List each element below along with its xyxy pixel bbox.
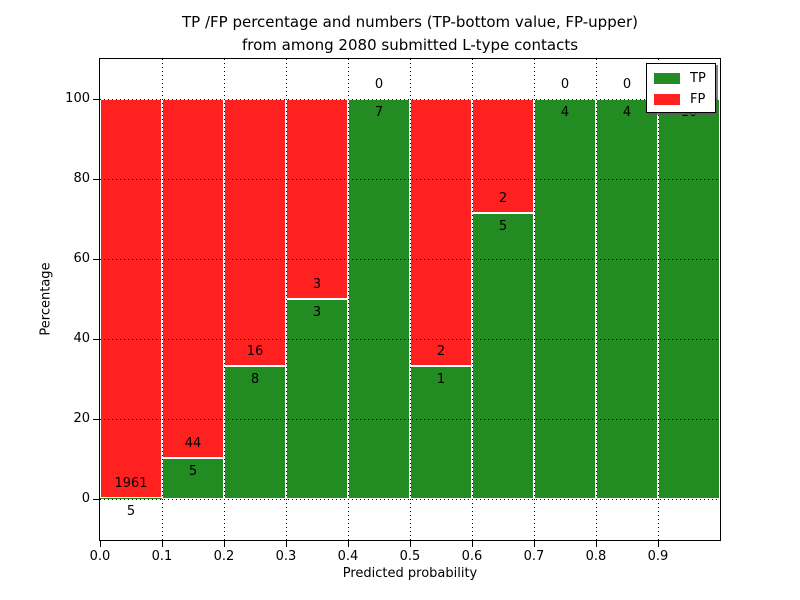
x-tick-label-0.0: 0.0 bbox=[89, 549, 111, 564]
bar-segment-fp-1 bbox=[162, 99, 224, 459]
tp-count-label-1: 5 bbox=[188, 464, 198, 480]
tp-count-label-3: 3 bbox=[312, 305, 322, 320]
fp-count-label-8: 0 bbox=[622, 77, 632, 92]
fp-count-label-4: 0 bbox=[374, 77, 384, 92]
x-axis-label: Predicted probability bbox=[342, 566, 478, 581]
bar-segment-tp-8 bbox=[596, 99, 658, 499]
x-tick-0.4 bbox=[348, 540, 349, 547]
x-tick-0.6 bbox=[472, 540, 473, 547]
y-tick-60 bbox=[93, 259, 100, 260]
bar-segment-tp-7 bbox=[534, 99, 596, 499]
bar-segment-fp-5 bbox=[410, 99, 472, 366]
bar-segment-fp-2 bbox=[224, 99, 286, 366]
x-tick-label-0.2: 0.2 bbox=[213, 549, 235, 564]
tp-count-label-7: 4 bbox=[560, 105, 570, 120]
bar-segment-tp-0 bbox=[100, 498, 162, 499]
y-tick-0 bbox=[93, 499, 100, 500]
tp-count-label-0: 5 bbox=[126, 504, 136, 519]
x-tick-0.7 bbox=[534, 540, 535, 547]
bar-segment-tp-9 bbox=[658, 99, 720, 499]
legend: TP FP bbox=[646, 63, 716, 113]
x-tick-0.8 bbox=[596, 540, 597, 547]
y-tick-label-0: 0 bbox=[81, 491, 90, 506]
x-tick-label-0.1: 0.1 bbox=[151, 549, 173, 564]
y-tick-100 bbox=[93, 99, 100, 100]
x-tick-0.2 bbox=[224, 540, 225, 547]
gridline-x-0.7 bbox=[534, 59, 535, 540]
x-tick-label-0.9: 0.9 bbox=[647, 549, 669, 564]
gridline-x-0.1 bbox=[162, 59, 163, 540]
legend-item-tp: TP bbox=[647, 68, 715, 89]
gridline-x-0.5 bbox=[410, 59, 411, 540]
gridline-x-0.3 bbox=[286, 59, 287, 540]
legend-label-fp: FP bbox=[690, 92, 706, 107]
legend-swatch-fp bbox=[654, 94, 680, 105]
bar-segment-tp-3 bbox=[286, 299, 348, 499]
x-tick-label-0.7: 0.7 bbox=[523, 549, 545, 564]
y-tick-label-80: 80 bbox=[73, 171, 90, 186]
x-tick-label-0.6: 0.6 bbox=[461, 549, 483, 564]
chart-title-line1: TP /FP percentage and numbers (TP-bottom… bbox=[182, 13, 638, 31]
y-axis-label: Percentage bbox=[38, 262, 54, 336]
gridline-x-0.2 bbox=[224, 59, 225, 540]
gridline-x-0.4 bbox=[348, 59, 349, 540]
bar-segment-fp-3 bbox=[286, 99, 348, 299]
y-tick-20 bbox=[93, 419, 100, 420]
fp-count-label-1: 44 bbox=[184, 436, 202, 452]
bar-segment-tp-4 bbox=[348, 99, 410, 499]
x-tick-0.9 bbox=[658, 540, 659, 547]
tp-count-label-5: 1 bbox=[436, 371, 446, 387]
x-tick-label-0.8: 0.8 bbox=[585, 549, 607, 564]
gridline-x-0.8 bbox=[596, 59, 597, 540]
x-tick-0.5 bbox=[410, 540, 411, 547]
bar-segment-fp-6 bbox=[472, 99, 534, 214]
y-tick-label-100: 100 bbox=[65, 91, 90, 106]
tp-count-label-2: 8 bbox=[250, 371, 260, 387]
plot-area: 100 80 60 40 20 0 0.9 0.8 0.7 0.6 0.5 0.4 0.3 0.2 0.1 0… bbox=[65, 58, 721, 564]
legend-swatch-tp bbox=[654, 73, 680, 84]
y-tick-label-60: 60 bbox=[73, 251, 90, 266]
fp-count-label-5: 2 bbox=[436, 343, 446, 359]
x-tick-label-0.5: 0.5 bbox=[399, 549, 421, 564]
bar-segment-fp-0 bbox=[100, 99, 162, 498]
bar-segment-tp-2 bbox=[224, 365, 286, 499]
y-tick-label-20: 20 bbox=[73, 411, 90, 426]
legend-item-fp: FP bbox=[647, 89, 715, 110]
x-tick-0.1 bbox=[162, 540, 163, 547]
tp-count-label-8: 4 bbox=[622, 105, 632, 120]
y-tick-80 bbox=[93, 179, 100, 180]
tp-count-label-4: 7 bbox=[374, 105, 384, 120]
fp-count-label-7: 0 bbox=[560, 77, 570, 92]
tp-count-label-6: 5 bbox=[498, 219, 508, 235]
fp-count-label-6: 2 bbox=[498, 191, 508, 207]
chart-title: TP /FP percentage and numbers (TP-bottom… bbox=[100, 11, 720, 57]
fp-count-label-0: 1961 bbox=[114, 476, 148, 491]
fp-count-label-3: 3 bbox=[312, 277, 322, 292]
x-tick-label-0.4: 0.4 bbox=[337, 549, 359, 564]
chart-title-line2: from among 2080 submitted L-type contact… bbox=[241, 36, 579, 54]
bar-segment-tp-6 bbox=[472, 213, 534, 499]
x-tick-0.3 bbox=[286, 540, 287, 547]
y-tick-40 bbox=[93, 339, 100, 340]
x-tick-0.0 bbox=[100, 540, 101, 547]
bar-segment-tp-1 bbox=[162, 458, 224, 499]
y-tick-label-40: 40 bbox=[73, 331, 90, 346]
gridline-x-0.9 bbox=[658, 59, 659, 540]
fp-count-label-2: 16 bbox=[246, 343, 264, 359]
gridline-x-0.6 bbox=[472, 59, 473, 540]
x-tick-label-0.3: 0.3 bbox=[275, 549, 297, 564]
legend-label-tp: TP bbox=[690, 71, 706, 86]
